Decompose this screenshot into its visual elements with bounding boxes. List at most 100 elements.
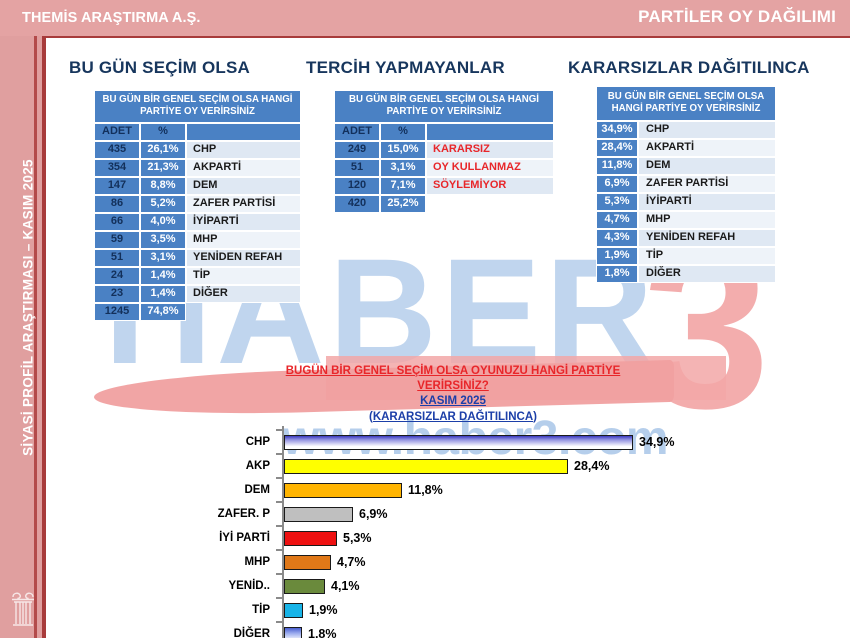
chart-bar-value: 4,1% [331,579,360,593]
chart-bar-label: AKP [245,460,270,472]
cell-percent: 34,9% [596,121,638,140]
chart-y-axis [282,426,284,638]
cell-percent: 28,4% [596,139,638,158]
table-row: 59 3,5% MHP [94,231,301,250]
cell-party: ZAFER PARTİSİ [186,195,301,214]
table-row: 1,8% DİĞER [596,265,776,284]
cell-percent: 3,1% [140,249,186,268]
chart-bar-wrapper: 28,4% [284,458,610,474]
chart-bar-row: AKP 28,4% [196,453,756,478]
cell-party: DİĞER [186,285,301,304]
table-total-row: 1245 74,8% [94,303,301,322]
chart-bar [284,434,633,450]
chart-bar-value: 4,7% [337,555,366,569]
table-row: 249 15,0% KARARSIZ [334,141,554,160]
cell-percent: 6,9% [596,175,638,194]
th-category [426,123,554,142]
table-row: 66 4,0% İYİPARTİ [94,213,301,232]
table-row: 1,9% TİP [596,247,776,266]
cell-total-percent: 74,8% [140,303,186,322]
table-row: 51 3,1% OY KULLANMAZ [334,159,554,178]
table-row: 147 8,8% DEM [94,177,301,196]
cell-percent: 21,3% [140,159,186,178]
chart-axis-tick [276,501,283,503]
table-2-title: BU GÜN BİR GENEL SEÇİM OLSA HANGİ PARTİY… [334,90,554,124]
chart-bar-value: 1,9% [309,603,338,617]
chart-bar-wrapper: 1,9% [284,602,338,618]
cell-party: YENİDEN REFAH [638,229,776,248]
table-row: 6,9% ZAFER PARTİSİ [596,175,776,194]
cell-percent: 5,2% [140,195,186,214]
cell-count: 66 [94,213,140,232]
cell-category: OY KULLANMAZ [426,159,554,178]
chart-title-line-3: KASIM 2025 [420,395,486,408]
organization-name: THEMİS ARAŞTIRMA A.Ş. [22,10,201,26]
table-row: 354 21,3% AKPARTİ [94,159,301,178]
chart-bar-wrapper: 34,9% [284,434,675,450]
table-3-title: BU GÜN BİR GENEL SEÇİM OLSA HANGİ PARTİY… [596,86,776,122]
chart-bar-row: MHP 4,7% [196,549,756,574]
chart-bar-row: CHP 34,9% [196,429,756,454]
chart-bar-label: YENİD.. [228,580,270,592]
chart-bar-row: DEM 11,8% [196,477,756,502]
cell-percent: 1,4% [140,285,186,304]
chart-bar-value: 28,4% [574,459,610,473]
chart-axis-tick [276,429,283,431]
table-row: 4,7% MHP [596,211,776,230]
cell-count: 435 [94,141,140,160]
page-title: PARTİLER OY DAĞILIMI [638,7,836,26]
cell-percent: 3,5% [140,231,186,250]
chart-bar [284,506,353,522]
chart-axis-tick [276,453,283,455]
chart-axis-tick [276,597,283,599]
cell-total-percent: 25,2% [380,195,426,214]
cell-percent: 1,4% [140,267,186,286]
cell-percent: 1,9% [596,247,638,266]
th-adet: ADET [334,123,380,142]
chart-bar-label: TİP [252,604,270,616]
th-adet: ADET [94,123,140,142]
cell-total-blank [426,195,554,213]
chart-bar-row: TİP 1,9% [196,597,756,622]
table-row: 120 7,1% SÖYLEMİYOR [334,177,554,196]
cell-count: 147 [94,177,140,196]
cell-total-count: 1245 [94,303,140,322]
table-row: 28,4% AKPARTİ [596,139,776,158]
left-strip-divider [34,36,37,638]
table-row: 11,8% DEM [596,157,776,176]
chart-bar-label: ZAFER. P [217,508,270,520]
chart-bar-label: MHP [244,556,270,568]
cell-party: MHP [186,231,301,250]
chart-title-line-4: (KARARSIZLAR DAĞITILINCA) [368,410,537,423]
chart-axis-tick [276,477,283,479]
cell-count: 51 [94,249,140,268]
chart-bar [284,626,302,638]
chart-bar [284,482,402,498]
chart-bar-row: YENİD.. 4,1% [196,573,756,598]
chart-bar-label: CHP [245,436,270,448]
cell-percent: 15,0% [380,141,426,160]
chart-bar-value: 34,9% [639,435,675,449]
chart-bar-wrapper: 4,7% [284,554,366,570]
column-1-heading: BU GÜN SEÇİM OLSA [69,58,250,77]
cell-percent: 26,1% [140,141,186,160]
chart-bar-row: İYİ PARTİ 5,3% [196,525,756,550]
cell-percent: 4,7% [596,211,638,230]
chart-bar-wrapper: 5,3% [284,530,372,546]
cell-percent: 1,8% [596,265,638,284]
chart-bar-label: DİĞER [233,628,270,638]
table-2-header-row: ADET % [334,123,554,142]
vote-distribution-bar-chart: CHP 34,9% AKP 28,4% DEM 11,8% ZAFER. P 6,9% İYİ … [196,426,756,638]
cell-percent: 4,0% [140,213,186,232]
th-party [186,123,301,142]
cell-party: DEM [638,157,776,176]
cell-party: İYİPARTİ [186,213,301,232]
chart-bar-label: DEM [244,484,270,496]
chart-bar [284,578,325,594]
cell-party: MHP [638,211,776,230]
survey-vertical-title: SİYASİ PROFİL ARAŞTIRMASI – KASIM 2025 [20,159,36,456]
table-bugun-secim-olsa: BU GÜN BİR GENEL SEÇİM OLSA HANGİ PARTİY… [94,90,301,322]
chart-bar-value: 11,8% [408,483,443,497]
chart-bar [284,458,568,474]
cell-party: ZAFER PARTİSİ [638,175,776,194]
